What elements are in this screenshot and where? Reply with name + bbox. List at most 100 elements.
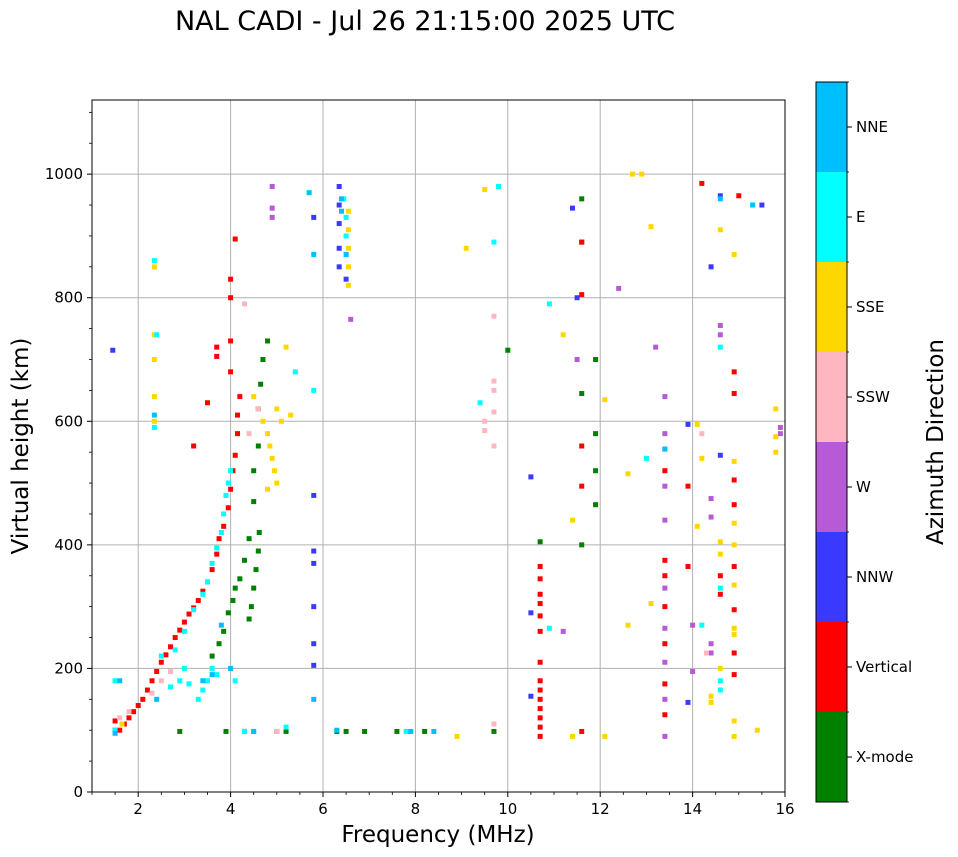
- data-point-vertical: [228, 486, 234, 492]
- data-point-vertical: [537, 687, 543, 693]
- data-point-sse: [267, 443, 273, 449]
- colorbar-segment: [816, 712, 847, 802]
- y-axis-label: Virtual height (km): [8, 338, 34, 555]
- data-point-vertical: [662, 604, 668, 610]
- data-point-ssw: [117, 715, 123, 721]
- data-point-nne: [311, 251, 317, 257]
- data-point-w: [662, 659, 668, 665]
- data-point-e: [209, 665, 215, 671]
- data-point-vertical: [662, 712, 668, 718]
- data-point-nne: [251, 728, 257, 734]
- data-point-sse: [274, 480, 280, 486]
- data-point-vertical: [221, 523, 227, 529]
- colorbar-label: Azimuth Direction: [923, 339, 949, 545]
- data-point-vertical: [168, 644, 174, 650]
- data-point-x-mode: [593, 357, 599, 362]
- x-tick-label: 12: [591, 800, 610, 818]
- colorbar-category-label: W: [856, 478, 871, 496]
- data-point-nne: [306, 190, 312, 196]
- data-point-nne: [662, 446, 668, 452]
- data-point-sse: [288, 412, 294, 418]
- data-point-nnw: [311, 641, 317, 647]
- data-point-e: [205, 579, 210, 585]
- data-point-nne: [717, 196, 723, 202]
- chart-title: NAL CADI - Jul 26 21:15:00 2025 UTC: [174, 6, 676, 37]
- data-point-sse: [717, 227, 723, 233]
- colorbar-frame: [815, 81, 848, 803]
- data-point-x-mode: [255, 548, 261, 554]
- data-point-vertical: [579, 728, 585, 734]
- data-point-ssw: [158, 678, 164, 684]
- colorbar-segment: [816, 82, 847, 172]
- data-point-ssw: [699, 431, 705, 437]
- data-point-w: [662, 431, 668, 437]
- data-point-vertical: [731, 607, 737, 613]
- data-point-e: [241, 728, 247, 734]
- data-point-e: [168, 684, 174, 690]
- data-point-sse: [345, 208, 351, 214]
- y-tick-label: 400: [54, 536, 83, 554]
- data-point-x-mode: [579, 196, 585, 202]
- data-point-sse: [773, 434, 779, 440]
- data-point-e: [491, 239, 497, 245]
- data-point-w: [777, 431, 783, 437]
- data-point-vertical: [191, 443, 197, 449]
- y-tick-label: 0: [73, 783, 83, 801]
- data-point-x-mode: [216, 641, 222, 647]
- data-point-vertical: [537, 601, 543, 607]
- data-point-w: [717, 323, 723, 329]
- data-point-e: [717, 585, 723, 591]
- data-point-sse: [717, 539, 723, 545]
- data-point-nnw: [759, 202, 765, 208]
- data-point-vertical: [135, 703, 141, 708]
- colorbar-category-label: E: [856, 208, 865, 226]
- data-point-x-mode: [177, 728, 183, 734]
- data-point-e: [225, 480, 231, 486]
- data-point-vertical: [731, 477, 737, 483]
- data-point-ssw: [491, 387, 497, 393]
- data-point-sse: [283, 344, 289, 350]
- x-tick-label: 6: [318, 800, 328, 818]
- data-point-w: [269, 214, 275, 220]
- data-point-ssw: [703, 650, 709, 656]
- data-point-vertical: [214, 551, 220, 557]
- colorbar-category-label: NNW: [856, 568, 893, 586]
- data-point-x-mode: [223, 728, 229, 734]
- data-point-nnw: [311, 662, 317, 668]
- x-tick-label: 14: [683, 800, 702, 818]
- data-point-vertical: [731, 502, 737, 508]
- data-point-sse: [345, 245, 351, 251]
- data-point-w: [269, 184, 275, 189]
- data-point-x-mode: [221, 628, 227, 634]
- data-point-x-mode: [255, 443, 261, 449]
- data-point-nnw: [311, 560, 317, 566]
- data-point-ssw: [255, 406, 261, 412]
- data-point-x-mode: [265, 338, 271, 344]
- data-point-sse: [694, 523, 700, 529]
- data-point-w: [616, 285, 622, 291]
- data-point-ssw: [149, 690, 155, 696]
- data-point-vertical: [731, 390, 737, 396]
- data-point-e: [283, 724, 289, 730]
- data-point-sse: [569, 517, 575, 523]
- data-point-vertical: [662, 573, 668, 579]
- data-point-e: [200, 591, 206, 597]
- data-point-vertical: [662, 681, 668, 687]
- data-point-sse: [269, 455, 275, 461]
- data-point-e: [343, 233, 349, 239]
- data-point-vertical: [158, 659, 164, 665]
- data-point-sse: [271, 468, 277, 474]
- data-point-nnw: [311, 604, 317, 610]
- data-point-vertical: [172, 635, 178, 641]
- data-point-e: [717, 687, 723, 693]
- data-point-vertical: [195, 597, 201, 603]
- data-point-x-mode: [246, 616, 252, 622]
- data-point-x-mode: [283, 728, 289, 734]
- data-point-sse: [773, 449, 779, 455]
- data-point-e: [181, 628, 187, 634]
- x-tick-label: 16: [775, 800, 794, 818]
- data-point-sse: [731, 458, 737, 464]
- data-point-ssw: [168, 669, 174, 675]
- data-point-nnw: [311, 492, 317, 498]
